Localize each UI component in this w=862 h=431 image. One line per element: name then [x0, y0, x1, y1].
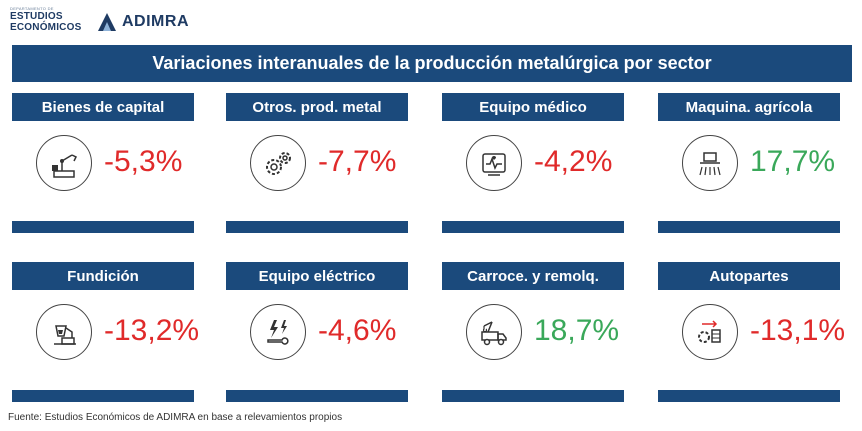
- sector-variation-value: -4,2%: [534, 145, 613, 178]
- sector-card-footer-bar: [442, 221, 624, 233]
- sector-name: Fundición: [12, 262, 194, 290]
- sector-name: Otros. prod. metal: [226, 93, 408, 121]
- sector-icon-circle: [36, 135, 92, 191]
- electric-tool-icon: [267, 320, 289, 345]
- adimra-logo: ADIMRA: [96, 8, 189, 36]
- sector-icon-circle: [36, 304, 92, 360]
- sector-card-body: 18,7%: [442, 290, 624, 380]
- sector-variation-value: -4,6%: [318, 314, 397, 347]
- source-note: Fuente: Estudios Económicos de ADIMRA en…: [8, 412, 343, 423]
- sector-card: Equipo eléctrico -4,6%: [226, 262, 408, 402]
- sector-card-body: -13,2%: [12, 290, 199, 380]
- chart-title: Variaciones interanuales de la producció…: [12, 45, 852, 82]
- sector-card-footer-bar: [226, 390, 408, 402]
- sector-card: Maquina. agrícola 17,7%: [658, 93, 840, 233]
- sector-card: Equipo médico -4,2%: [442, 93, 624, 233]
- sector-card-footer-bar: [12, 390, 194, 402]
- dept-logo-small-text: DEPARTAMENTO DE: [10, 6, 54, 11]
- foundry-crucible-icon: [54, 325, 76, 345]
- sector-variation-value: -5,3%: [104, 145, 183, 178]
- sector-variation-value: 18,7%: [534, 314, 620, 347]
- sector-card: Autopartes -13,1%: [658, 262, 845, 402]
- sector-card: Fundición -13,2%: [12, 262, 199, 402]
- sector-icon-circle: [466, 135, 522, 191]
- dept-logo-line1: ESTUDIOS: [10, 11, 63, 22]
- sector-card: Carroce. y remolq. 18,7%: [442, 262, 624, 402]
- sector-card-footer-bar: [658, 221, 840, 233]
- sector-icon-circle: [250, 135, 306, 191]
- tow-truck-icon: [481, 321, 507, 346]
- sector-name: Equipo médico: [442, 93, 624, 121]
- dept-logo: DEPARTAMENTO DE ESTUDIOS ECONÓMICOS: [10, 6, 90, 33]
- sector-variation-value: -13,2%: [104, 314, 200, 347]
- sector-card-footer-bar: [658, 390, 840, 402]
- sector-icon-circle: [682, 135, 738, 191]
- sector-card-footer-bar: [442, 390, 624, 402]
- sector-card-body: -4,6%: [226, 290, 408, 380]
- sector-variation-value: -13,1%: [750, 314, 846, 347]
- tractor-icon: [699, 152, 721, 176]
- sector-icon-circle: [466, 304, 522, 360]
- sector-card-body: -4,2%: [442, 121, 624, 211]
- sector-card: Bienes de capital -5,3%: [12, 93, 194, 233]
- sector-variation-value: 17,7%: [750, 145, 836, 178]
- sector-card: Otros. prod. metal -7,7%: [226, 93, 408, 233]
- engine-parts-icon: [698, 320, 721, 343]
- sector-card-body: -5,3%: [12, 121, 194, 211]
- sector-icon-circle: [250, 304, 306, 360]
- sector-card-body: -13,1%: [658, 290, 845, 380]
- sector-icon-circle: [682, 304, 738, 360]
- heart-monitor-icon: [482, 153, 506, 176]
- adimra-emblem-icon: [98, 13, 116, 31]
- sector-name: Equipo eléctrico: [226, 262, 408, 290]
- sector-name: Autopartes: [658, 262, 840, 290]
- robot-arm-icon: [52, 154, 78, 178]
- sector-card-footer-bar: [12, 221, 194, 233]
- sector-card-body: 17,7%: [658, 121, 840, 211]
- gears-icon: [266, 152, 291, 175]
- adimra-logo-text: ADIMRA: [122, 13, 189, 30]
- sector-variation-value: -7,7%: [318, 145, 397, 178]
- sector-name: Bienes de capital: [12, 93, 194, 121]
- sector-card-footer-bar: [226, 221, 408, 233]
- sector-name: Carroce. y remolq.: [442, 262, 624, 290]
- dept-logo-line2: ECONÓMICOS: [10, 22, 82, 33]
- sector-card-body: -7,7%: [226, 121, 408, 211]
- sector-name: Maquina. agrícola: [658, 93, 840, 121]
